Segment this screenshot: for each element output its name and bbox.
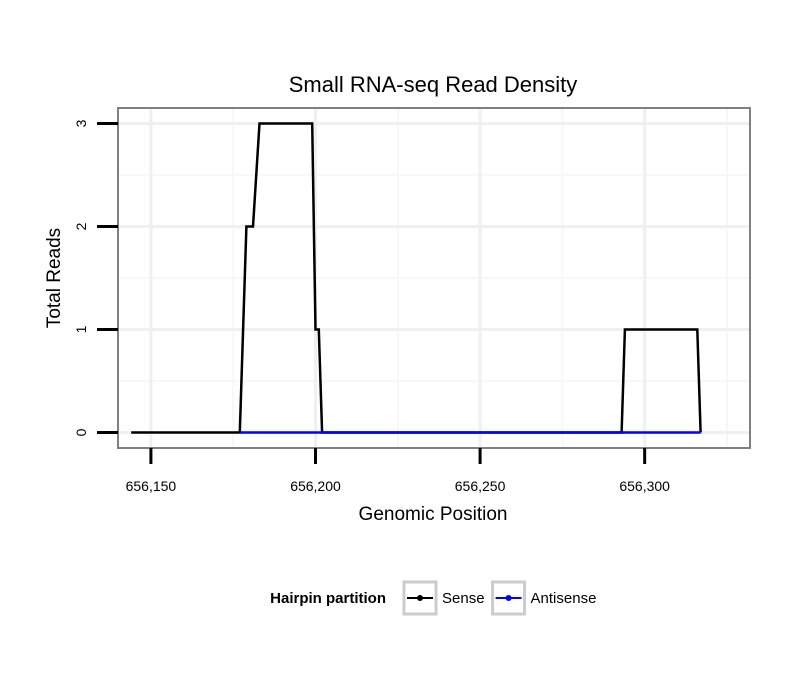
series-layer — [131, 122, 702, 434]
x-tick-label: 656,300 — [619, 478, 670, 494]
x-tick-label: 656,250 — [455, 478, 506, 494]
series-line-sense — [131, 122, 702, 434]
legend-item-antisense: Antisense — [491, 580, 597, 616]
legend-key-marker — [505, 595, 512, 601]
y-tick-label: 0 — [73, 428, 89, 436]
y-tick-label: 3 — [73, 119, 89, 127]
y-tick-label: 1 — [73, 325, 89, 333]
grid — [118, 108, 750, 448]
axes: 656,150 656,200 656,250 656,300 0 1 2 3 — [73, 119, 670, 494]
plot-border — [117, 107, 751, 449]
x-axis-label: Genomic Position — [359, 504, 508, 525]
legend-label: Antisense — [531, 590, 597, 607]
legend-label: Sense — [442, 590, 485, 607]
legend-title: Hairpin partition — [270, 590, 386, 607]
y-axis-label: Total Reads — [44, 228, 65, 328]
legend-item-sense: Sense — [402, 580, 485, 616]
y-tick-label: 2 — [73, 222, 89, 230]
legend-key-marker — [417, 595, 423, 601]
x-tick-label: 656,200 — [290, 478, 341, 494]
legend: Hairpin partition Sense Antisense — [270, 580, 597, 616]
x-tick-label: 656,150 — [126, 478, 177, 494]
chart-title: Small RNA-seq Read Density — [289, 72, 578, 97]
